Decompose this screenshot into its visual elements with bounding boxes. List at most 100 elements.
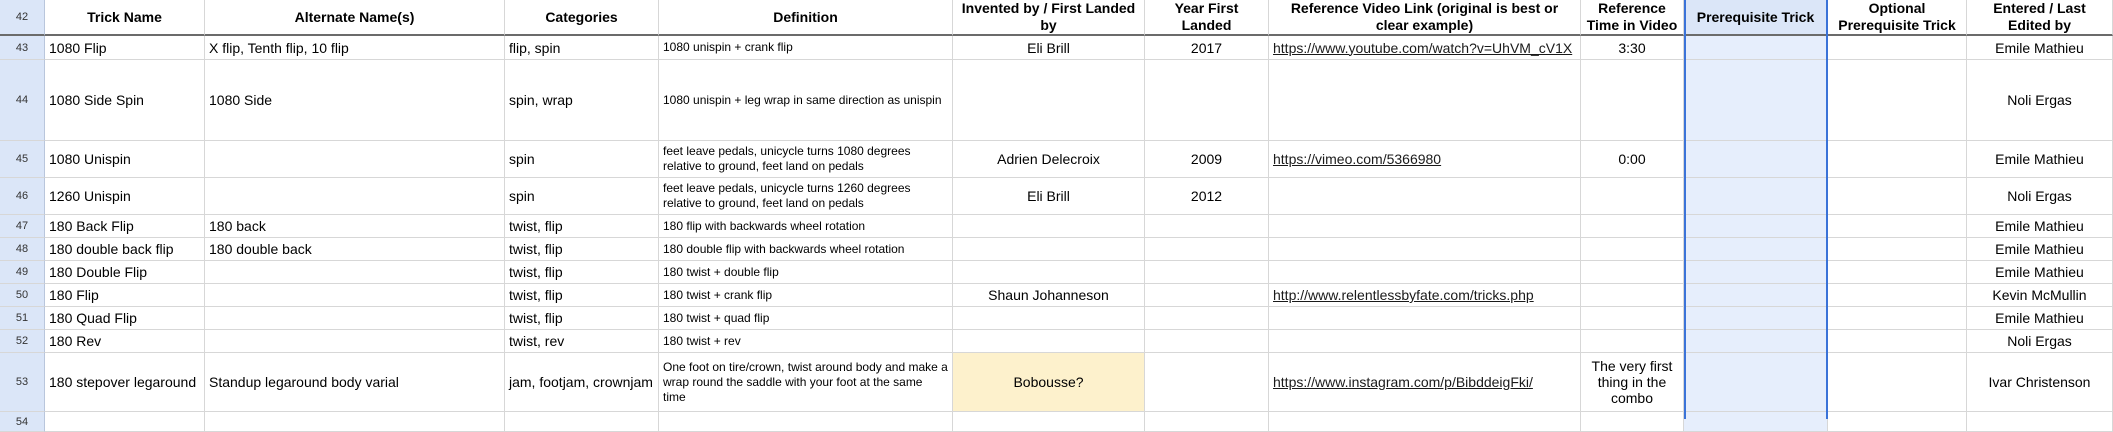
cell-cat[interactable]: spin bbox=[505, 141, 659, 178]
row-number[interactable]: 45 bbox=[0, 141, 45, 178]
cell-prereq[interactable] bbox=[1684, 307, 1828, 330]
column-header-time[interactable]: Reference Time in Video bbox=[1581, 0, 1684, 36]
cell-def[interactable]: 180 twist + rev bbox=[659, 330, 953, 353]
cell-trick[interactable]: 1080 Flip bbox=[45, 36, 205, 60]
cell-inv[interactable] bbox=[953, 307, 1145, 330]
cell-alt[interactable]: X flip, Tenth flip, 10 flip bbox=[205, 36, 505, 60]
cell-time[interactable]: 0:00 bbox=[1581, 141, 1684, 178]
cell-cat[interactable]: twist, rev bbox=[505, 330, 659, 353]
cell-time[interactable] bbox=[1581, 178, 1684, 215]
column-header-prereq[interactable]: Prerequisite Trick bbox=[1684, 0, 1828, 36]
cell-link[interactable] bbox=[1269, 178, 1581, 215]
cell-editor[interactable]: Emile Mathieu bbox=[1967, 307, 2113, 330]
cell-year[interactable] bbox=[1145, 215, 1269, 238]
cell-time[interactable] bbox=[1581, 238, 1684, 261]
row-number[interactable]: 46 bbox=[0, 178, 45, 215]
cell-prereq[interactable] bbox=[1684, 60, 1828, 141]
cell-prereq[interactable] bbox=[1684, 178, 1828, 215]
cell-def[interactable]: 180 twist + crank flip bbox=[659, 284, 953, 307]
cell-alt[interactable] bbox=[205, 330, 505, 353]
cell-def[interactable]: feet leave pedals, unicycle turns 1260 d… bbox=[659, 178, 953, 215]
cell-inv[interactable]: Bobousse? bbox=[953, 353, 1145, 412]
cell-trick[interactable] bbox=[45, 412, 205, 432]
cell-def[interactable]: 180 flip with backwards wheel rotation bbox=[659, 215, 953, 238]
cell-alt[interactable]: 180 double back bbox=[205, 238, 505, 261]
cell-inv[interactable] bbox=[953, 238, 1145, 261]
cell-time[interactable] bbox=[1581, 261, 1684, 284]
cell-opt[interactable] bbox=[1828, 307, 1967, 330]
cell-cat[interactable]: twist, flip bbox=[505, 307, 659, 330]
cell-alt[interactable] bbox=[205, 307, 505, 330]
cell-cat[interactable]: spin bbox=[505, 178, 659, 215]
cell-year[interactable] bbox=[1145, 261, 1269, 284]
cell-opt[interactable] bbox=[1828, 330, 1967, 353]
cell-alt[interactable] bbox=[205, 178, 505, 215]
cell-alt[interactable]: 180 back bbox=[205, 215, 505, 238]
cell-prereq[interactable] bbox=[1684, 238, 1828, 261]
cell-editor[interactable]: Emile Mathieu bbox=[1967, 238, 2113, 261]
column-header-editor[interactable]: Entered / Last Edited by bbox=[1967, 0, 2113, 36]
cell-trick[interactable]: 180 double back flip bbox=[45, 238, 205, 261]
cell-def[interactable]: 1080 unispin + crank flip bbox=[659, 36, 953, 60]
cell-prereq[interactable] bbox=[1684, 261, 1828, 284]
cell-alt[interactable]: 1080 Side bbox=[205, 60, 505, 141]
cell-cat[interactable]: jam, footjam, crownjam bbox=[505, 353, 659, 412]
cell-link[interactable] bbox=[1269, 238, 1581, 261]
cell-link[interactable] bbox=[1269, 261, 1581, 284]
cell-time[interactable]: The very first thing in the combo bbox=[1581, 353, 1684, 412]
column-header-link[interactable]: Reference Video Link (original is best o… bbox=[1269, 0, 1581, 36]
cell-trick[interactable]: 180 Back Flip bbox=[45, 215, 205, 238]
cell-year[interactable] bbox=[1145, 330, 1269, 353]
cell-opt[interactable] bbox=[1828, 238, 1967, 261]
column-header-trick[interactable]: Trick Name bbox=[45, 0, 205, 36]
cell-link[interactable]: https://www.instagram.com/p/BibddeigFki/ bbox=[1269, 353, 1581, 412]
cell-editor[interactable]: Emile Mathieu bbox=[1967, 141, 2113, 178]
cell-trick[interactable]: 180 Flip bbox=[45, 284, 205, 307]
cell-trick[interactable]: 180 Double Flip bbox=[45, 261, 205, 284]
cell-year[interactable] bbox=[1145, 238, 1269, 261]
cell-cat[interactable] bbox=[505, 412, 659, 432]
cell-link[interactable] bbox=[1269, 307, 1581, 330]
row-number[interactable]: 49 bbox=[0, 261, 45, 284]
cell-opt[interactable] bbox=[1828, 178, 1967, 215]
column-header-cat[interactable]: Categories bbox=[505, 0, 659, 36]
cell-link[interactable] bbox=[1269, 60, 1581, 141]
cell-year[interactable] bbox=[1145, 412, 1269, 432]
cell-opt[interactable] bbox=[1828, 36, 1967, 60]
column-header-inv[interactable]: Invented by / First Landed by bbox=[953, 0, 1145, 36]
cell-link[interactable]: https://www.youtube.com/watch?v=UhVM_cV1… bbox=[1269, 36, 1581, 60]
cell-year[interactable]: 2009 bbox=[1145, 141, 1269, 178]
cell-prereq[interactable] bbox=[1684, 141, 1828, 178]
cell-time[interactable] bbox=[1581, 215, 1684, 238]
row-number-header[interactable]: 42 bbox=[0, 0, 45, 36]
cell-editor[interactable]: Ivar Christenson bbox=[1967, 353, 2113, 412]
cell-year[interactable]: 2017 bbox=[1145, 36, 1269, 60]
cell-prereq[interactable] bbox=[1684, 353, 1828, 412]
cell-year[interactable] bbox=[1145, 353, 1269, 412]
cell-alt[interactable] bbox=[205, 261, 505, 284]
cell-time[interactable] bbox=[1581, 330, 1684, 353]
cell-alt[interactable] bbox=[205, 284, 505, 307]
cell-cat[interactable]: twist, flip bbox=[505, 261, 659, 284]
row-number[interactable]: 51 bbox=[0, 307, 45, 330]
row-number[interactable]: 53 bbox=[0, 353, 45, 412]
cell-link[interactable] bbox=[1269, 412, 1581, 432]
column-header-alt[interactable]: Alternate Name(s) bbox=[205, 0, 505, 36]
cell-alt[interactable]: Standup legaround body varial bbox=[205, 353, 505, 412]
cell-editor[interactable] bbox=[1967, 412, 2113, 432]
cell-cat[interactable]: twist, flip bbox=[505, 284, 659, 307]
cell-alt[interactable] bbox=[205, 412, 505, 432]
cell-inv[interactable] bbox=[953, 215, 1145, 238]
cell-editor[interactable]: Emile Mathieu bbox=[1967, 36, 2113, 60]
cell-time[interactable] bbox=[1581, 60, 1684, 141]
column-header-def[interactable]: Definition bbox=[659, 0, 953, 36]
cell-editor[interactable]: Emile Mathieu bbox=[1967, 215, 2113, 238]
cell-opt[interactable] bbox=[1828, 60, 1967, 141]
cell-year[interactable] bbox=[1145, 284, 1269, 307]
cell-opt[interactable] bbox=[1828, 141, 1967, 178]
cell-prereq[interactable] bbox=[1684, 215, 1828, 238]
column-header-year[interactable]: Year First Landed bbox=[1145, 0, 1269, 36]
cell-trick[interactable]: 180 stepover legaround bbox=[45, 353, 205, 412]
row-number[interactable]: 54 bbox=[0, 412, 45, 432]
cell-trick[interactable]: 1260 Unispin bbox=[45, 178, 205, 215]
